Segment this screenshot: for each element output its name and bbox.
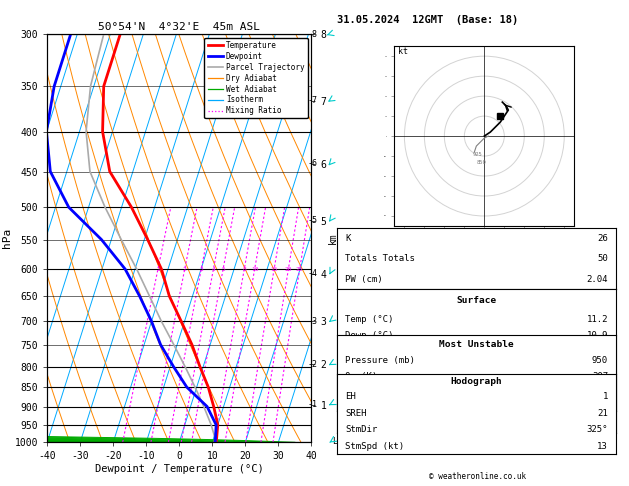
Text: © weatheronline.co.uk: © weatheronline.co.uk <box>430 472 526 481</box>
Text: CIN (J): CIN (J) <box>345 398 382 407</box>
Text: -4: -4 <box>308 269 318 278</box>
Text: -5: -5 <box>308 216 318 225</box>
Text: 8: 8 <box>242 266 246 272</box>
Text: 10.9: 10.9 <box>586 331 608 341</box>
Text: 20: 20 <box>285 266 292 272</box>
Text: 3: 3 <box>603 388 608 397</box>
Text: Most Unstable: Most Unstable <box>439 340 514 348</box>
Text: 11.2: 11.2 <box>586 315 608 324</box>
Text: Lifted Index: Lifted Index <box>345 364 409 374</box>
Text: CIN (J): CIN (J) <box>345 420 382 429</box>
Text: StmSpd (kt): StmSpd (kt) <box>345 442 404 451</box>
Text: 925: 925 <box>472 152 482 157</box>
Text: θₑ (K): θₑ (K) <box>345 372 377 381</box>
Text: 21: 21 <box>598 409 608 418</box>
Text: 2.04: 2.04 <box>586 275 608 283</box>
Text: -1: -1 <box>308 400 318 409</box>
Text: Temp (°C): Temp (°C) <box>345 315 393 324</box>
Text: 2: 2 <box>603 364 608 374</box>
Text: 307: 307 <box>592 372 608 381</box>
Text: 1: 1 <box>603 392 608 401</box>
Text: StmDir: StmDir <box>345 425 377 434</box>
Text: 10: 10 <box>251 266 259 272</box>
Text: CAPE (J): CAPE (J) <box>345 381 388 390</box>
Text: Hodograph: Hodograph <box>450 377 503 386</box>
Text: 31.05.2024  12GMT  (Base: 18): 31.05.2024 12GMT (Base: 18) <box>337 15 518 25</box>
Text: 325°: 325° <box>586 425 608 434</box>
Legend: Temperature, Dewpoint, Parcel Trajectory, Dry Adiabat, Wet Adiabat, Isotherm, Mi: Temperature, Dewpoint, Parcel Trajectory… <box>204 38 308 119</box>
Y-axis label: hPa: hPa <box>2 228 12 248</box>
Text: 4: 4 <box>211 266 215 272</box>
Text: 26: 26 <box>598 234 608 243</box>
Text: 25: 25 <box>296 266 303 272</box>
Text: 1: 1 <box>156 266 160 272</box>
Text: EH: EH <box>345 392 355 401</box>
Text: Surface: Surface <box>457 295 496 305</box>
Text: 6: 6 <box>603 420 608 429</box>
Title: 50°54'N  4°32'E  45m ASL: 50°54'N 4°32'E 45m ASL <box>98 22 260 32</box>
Text: 306: 306 <box>592 348 608 357</box>
Text: CAPE (J): CAPE (J) <box>345 404 388 413</box>
Text: K: K <box>345 234 350 243</box>
Text: -2: -2 <box>308 360 318 369</box>
Text: 3: 3 <box>603 404 608 413</box>
Text: 0: 0 <box>603 398 608 407</box>
Text: SREH: SREH <box>345 409 367 418</box>
Text: 5: 5 <box>221 266 225 272</box>
Text: 2: 2 <box>183 266 187 272</box>
Text: 13: 13 <box>598 442 608 451</box>
Text: 850: 850 <box>476 160 486 165</box>
Text: Lifted Index: Lifted Index <box>345 388 409 397</box>
Text: Pressure (mb): Pressure (mb) <box>345 356 415 365</box>
Text: 15: 15 <box>270 266 278 272</box>
X-axis label: Dewpoint / Temperature (°C): Dewpoint / Temperature (°C) <box>95 464 264 474</box>
Text: -8: -8 <box>308 30 318 38</box>
Text: 3: 3 <box>199 266 203 272</box>
Y-axis label: km
ASL: km ASL <box>328 229 349 247</box>
Text: 950: 950 <box>592 356 608 365</box>
Text: -3: -3 <box>308 317 318 326</box>
Text: LCL: LCL <box>333 437 347 446</box>
Text: θₑ(K): θₑ(K) <box>345 348 372 357</box>
Text: Totals Totals: Totals Totals <box>345 254 415 263</box>
Text: -6: -6 <box>308 159 318 168</box>
Text: 50: 50 <box>598 254 608 263</box>
Text: 0: 0 <box>603 381 608 390</box>
Text: Dewp (°C): Dewp (°C) <box>345 331 393 341</box>
Text: kt: kt <box>398 47 408 56</box>
Text: PW (cm): PW (cm) <box>345 275 382 283</box>
Text: -7: -7 <box>308 96 318 105</box>
